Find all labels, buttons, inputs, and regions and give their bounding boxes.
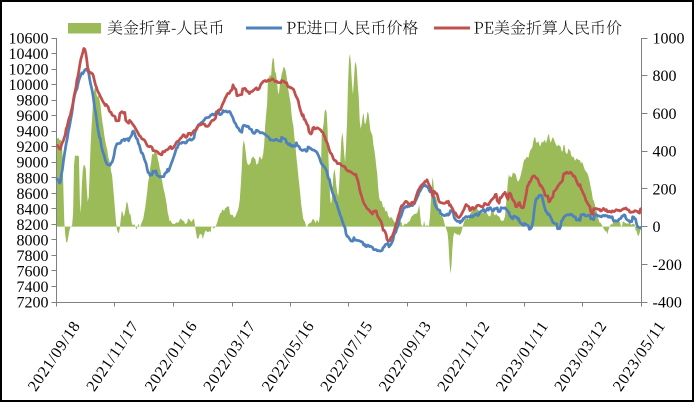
svg-text:-200: -200 (653, 257, 682, 274)
svg-text:-400: -400 (653, 295, 682, 312)
svg-text:8600: 8600 (17, 186, 49, 203)
svg-text:8400: 8400 (17, 201, 49, 218)
svg-text:200: 200 (653, 181, 677, 198)
svg-text:400: 400 (653, 144, 677, 161)
svg-text:600: 600 (653, 106, 677, 123)
svg-text:10000: 10000 (9, 77, 49, 94)
svg-text:800: 800 (653, 68, 677, 85)
svg-text:9400: 9400 (17, 124, 49, 141)
svg-text:8800: 8800 (17, 170, 49, 187)
svg-text:1000: 1000 (653, 31, 685, 48)
svg-text:10200: 10200 (9, 62, 49, 79)
svg-text:10400: 10400 (9, 46, 49, 63)
svg-text:9600: 9600 (17, 108, 49, 125)
svg-text:9800: 9800 (17, 93, 49, 110)
svg-text:7400: 7400 (17, 279, 49, 296)
svg-text:8200: 8200 (17, 217, 49, 234)
svg-text:9000: 9000 (17, 155, 49, 172)
svg-text:7200: 7200 (17, 295, 49, 312)
svg-text:8000: 8000 (17, 232, 49, 249)
svg-text:0: 0 (653, 219, 661, 236)
svg-text:7600: 7600 (17, 263, 49, 280)
svg-text:7800: 7800 (17, 248, 49, 265)
svg-text:9200: 9200 (17, 139, 49, 156)
svg-text:10600: 10600 (9, 31, 49, 48)
